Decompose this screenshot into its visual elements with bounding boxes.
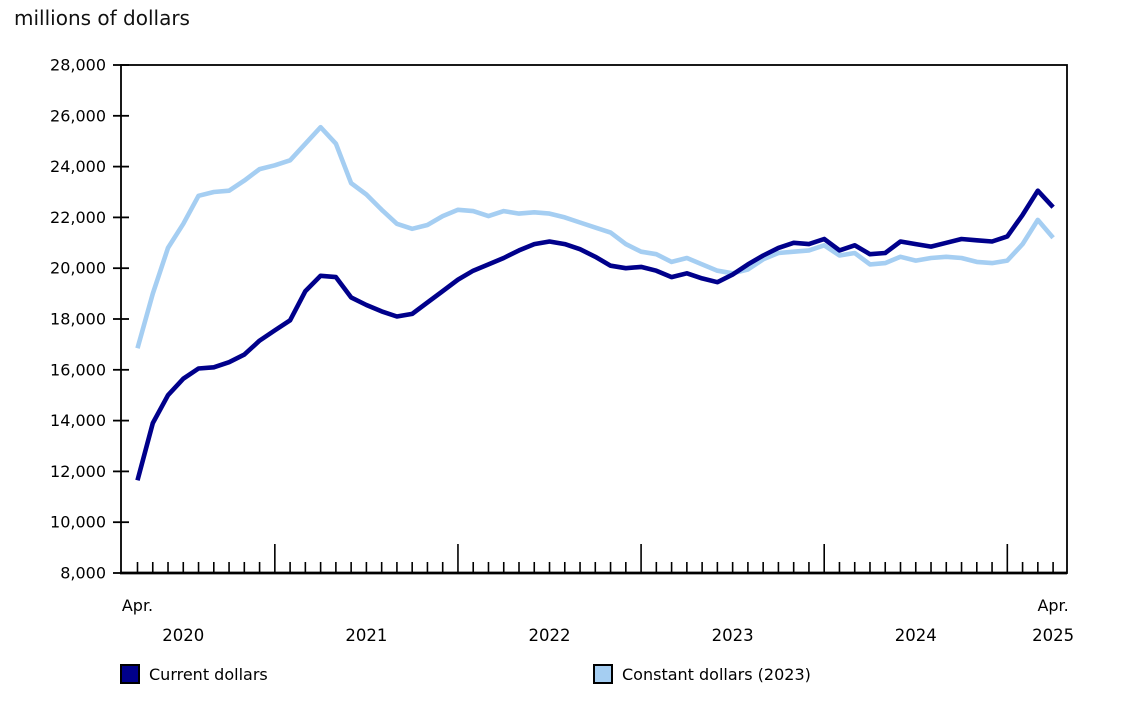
x-axis-year-label: 2025 — [1032, 626, 1074, 645]
legend-item-constant-dollars: Constant dollars (2023) — [593, 662, 811, 686]
y-axis-tick-label: 18,000 — [50, 310, 106, 329]
y-axis-tick-label: 12,000 — [50, 462, 106, 481]
series-line-current-dollars — [135, 188, 1055, 481]
legend-swatch-current-dollars — [120, 664, 140, 684]
y-axis-tick-label: 16,000 — [50, 360, 106, 379]
y-axis-tick-label: 24,000 — [50, 157, 106, 176]
x-axis-year-label: 2022 — [529, 626, 571, 645]
y-axis-tick-label: 26,000 — [50, 106, 106, 125]
x-axis-end-month-label: Apr. — [1037, 596, 1068, 615]
x-axis-year-label: 2021 — [345, 626, 387, 645]
chart-legend: Current dollars Constant dollars (2023) — [0, 662, 1125, 688]
series-line-constant-dollars-2023 — [135, 124, 1055, 349]
y-axis-tick-label: 8,000 — [60, 564, 106, 583]
legend-label-constant-dollars: Constant dollars (2023) — [622, 664, 811, 684]
x-axis-year-label: 2020 — [162, 626, 204, 645]
y-axis-tick-label: 22,000 — [50, 208, 106, 227]
y-axis-tick-label: 10,000 — [50, 513, 106, 532]
plot-border — [120, 64, 1068, 574]
legend-label-current-dollars: Current dollars — [149, 664, 268, 684]
chart-title: millions of dollars — [14, 6, 190, 30]
y-axis-tick-label: 28,000 — [50, 56, 106, 75]
legend-swatch-constant-dollars — [593, 664, 613, 684]
legend-item-current-dollars: Current dollars — [120, 662, 268, 686]
y-axis-tick-label: 20,000 — [50, 259, 106, 278]
x-axis-start-month-label: Apr. — [122, 596, 153, 615]
x-axis-year-label: 2023 — [712, 626, 754, 645]
y-axis-tick-label: 14,000 — [50, 411, 106, 430]
x-axis-year-label: 2024 — [895, 626, 937, 645]
